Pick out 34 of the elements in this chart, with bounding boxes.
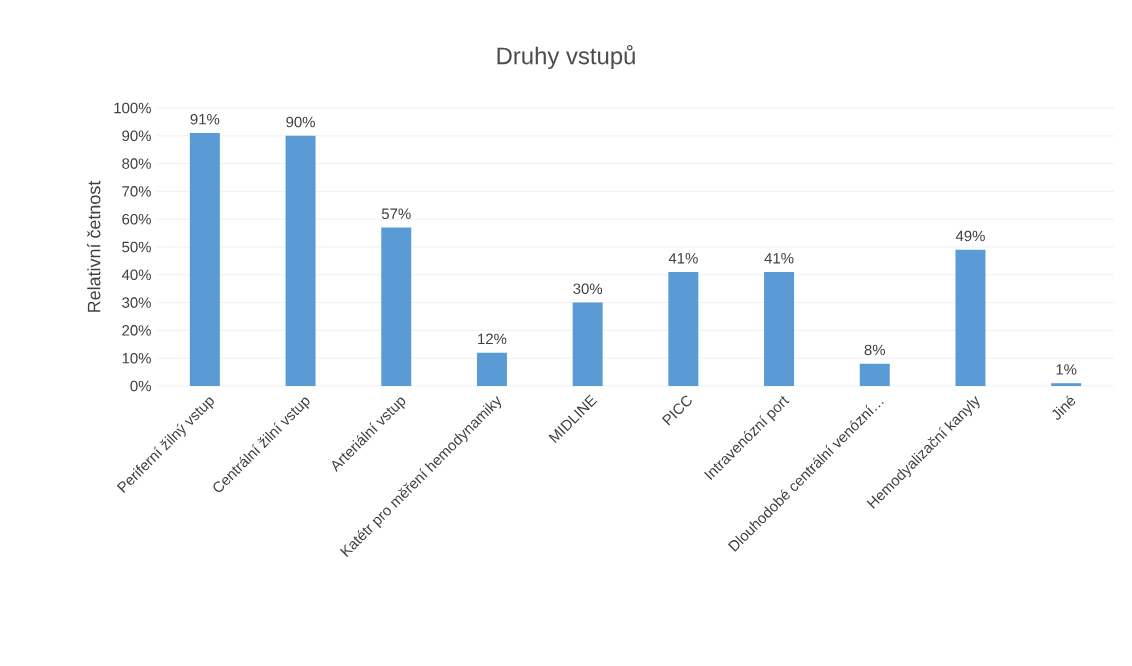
y-tick-label: 0% [130,380,151,392]
y-tick-label: 10% [122,352,151,364]
data-label: 30% [573,283,603,295]
bar [381,227,412,386]
bar [285,135,316,386]
bar [189,133,220,386]
data-label: 1% [1056,364,1077,375]
chart-title: Druhy vstupů [497,44,635,70]
y-axis-title: Relativní četnost [87,180,101,312]
y-tick-label: 90% [122,130,151,142]
y-tick-label: 40% [121,269,151,281]
y-tick-label: 20% [122,325,151,336]
bar [476,352,507,386]
bar [668,272,699,386]
y-tick-label: 50% [122,241,151,253]
bar [1051,383,1082,386]
bar [572,302,603,386]
data-label: 41% [764,253,794,264]
y-tick-label: 100% [114,102,151,114]
bar [955,249,986,386]
y-tick-label: 70% [122,186,151,197]
data-label: 57% [381,208,411,220]
data-label: 90% [286,116,315,128]
y-tick-label: 30% [122,297,151,308]
data-label: 91% [190,113,220,125]
y-tick-label: 80% [122,158,151,169]
data-label: 49% [955,230,985,242]
data-label: 8% [864,344,886,356]
data-label: 41% [668,253,698,264]
bar [764,272,795,386]
y-tick-label: 60% [122,213,151,225]
bar [859,363,890,386]
data-label: 12% [478,333,507,345]
x-tick-label: Jiné [1052,395,1076,420]
